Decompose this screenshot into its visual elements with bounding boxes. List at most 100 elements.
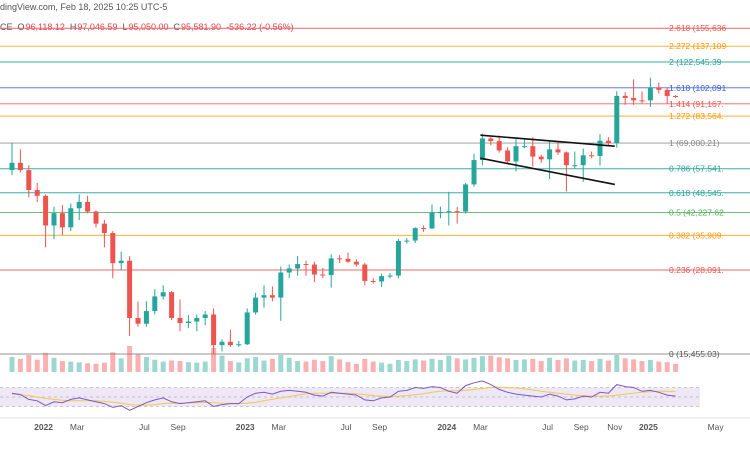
candle-body: [488, 138, 494, 142]
candle-body: [278, 272, 284, 298]
candle-body: [647, 87, 653, 101]
x-tick-label: Sep: [372, 422, 387, 432]
candle-body: [160, 292, 166, 297]
volume-bar: [185, 362, 191, 372]
candle-body: [26, 170, 32, 191]
x-tick-label: Nov: [607, 422, 623, 432]
low-value: 95,050.00: [128, 22, 169, 32]
x-tick-label: 2022: [34, 422, 53, 432]
candle-body: [127, 260, 133, 318]
fib-label-0-236: 0.236 (28,091.: [669, 265, 724, 275]
watermark-text: dingView.com, Feb 18, 2025 10:25 UTC-5: [0, 2, 168, 12]
candle-body: [303, 264, 309, 266]
volume-bar: [412, 359, 418, 372]
candle-body: [295, 264, 301, 269]
volume-bar: [496, 357, 502, 372]
candle-body: [538, 156, 544, 160]
candle-body: [555, 149, 561, 153]
candle-body: [76, 201, 82, 209]
volume-bar: [101, 362, 107, 372]
candle-body: [85, 201, 91, 212]
candle-body: [429, 212, 435, 229]
candle-body: [194, 317, 200, 322]
volume-bar: [463, 359, 469, 372]
volume-bar: [664, 362, 670, 372]
volume-bar: [295, 361, 301, 372]
volume-bar: [622, 358, 628, 372]
candle-body: [337, 258, 343, 260]
candle-body: [59, 213, 65, 228]
x-tick-label: Sep: [574, 422, 589, 432]
candle-body: [353, 261, 359, 265]
volume-bar: [513, 359, 519, 372]
volume-bar: [656, 361, 662, 372]
channel-lower-line: [480, 157, 615, 186]
volume-bar: [118, 358, 124, 372]
candle-body: [547, 149, 553, 160]
volume-bar: [353, 363, 359, 372]
volume-bar: [328, 356, 334, 372]
candle-body: [614, 95, 620, 144]
volume-bar: [647, 359, 653, 372]
candle-body: [244, 312, 250, 345]
high-label: H: [69, 22, 77, 32]
volume-bar: [34, 359, 40, 372]
volume-bar: [219, 355, 225, 372]
candle-body: [118, 260, 124, 264]
change-value: -536.22 (-0.56%): [226, 22, 294, 32]
volume-bar: [479, 356, 485, 372]
candle-body: [530, 146, 536, 157]
volume-bar: [395, 359, 401, 372]
candle-body: [152, 296, 158, 312]
fib-label-2-618: 2.618 (155,636: [669, 23, 726, 33]
fib-label-0: 0 (15,455.03): [669, 349, 720, 359]
candle-body: [261, 295, 267, 298]
candle-body: [605, 140, 611, 144]
fib-label-1-414: 1.414 (91,167.: [669, 99, 724, 109]
candle-body: [412, 228, 418, 241]
volume-bar: [605, 360, 611, 372]
open-label: O: [17, 22, 25, 32]
close-value: 95,581.90: [181, 22, 222, 32]
candle-body: [93, 211, 99, 224]
candle-body: [227, 341, 233, 346]
volume-bar: [303, 361, 309, 372]
fib-label-2: 2 (122,545.39: [669, 57, 722, 67]
candle-body: [639, 100, 645, 102]
volume-bar: [278, 355, 284, 372]
volume-bars: [9, 346, 679, 372]
volume-bar: [563, 358, 569, 372]
volume-bar: [211, 347, 217, 372]
x-tick-label: Mar: [70, 422, 85, 432]
candle-body: [135, 317, 141, 324]
candle-body: [471, 160, 477, 185]
volume-bar: [68, 361, 74, 372]
candle-body: [9, 162, 15, 171]
candle-body: [286, 268, 292, 273]
volume-bar: [143, 356, 149, 372]
candle-body: [169, 292, 175, 318]
fib-label-1: 1 (69,000.21): [669, 138, 720, 148]
volume-bar: [227, 361, 233, 372]
volume-bar: [572, 360, 578, 372]
candle-body: [101, 223, 107, 234]
volume-bar: [614, 355, 620, 372]
candle-body: [404, 240, 410, 242]
candle-body: [185, 321, 191, 324]
candle-body: [521, 146, 527, 148]
volume-bar: [93, 363, 99, 372]
candle-body: [211, 314, 217, 346]
x-tick-label: Mar: [473, 422, 488, 432]
x-tick-label: Mar: [271, 422, 286, 432]
volume-bar: [135, 354, 141, 372]
volume-bar: [387, 363, 393, 372]
volume-bar: [370, 361, 376, 372]
candle-body: [51, 213, 57, 226]
volume-bar: [437, 359, 443, 372]
volume-bar: [177, 361, 183, 372]
fib-label-1-618: 1.618 (102,091: [669, 83, 726, 93]
low-label: L: [122, 22, 128, 32]
volume-bar: [269, 358, 275, 372]
candle-body: [479, 138, 485, 161]
